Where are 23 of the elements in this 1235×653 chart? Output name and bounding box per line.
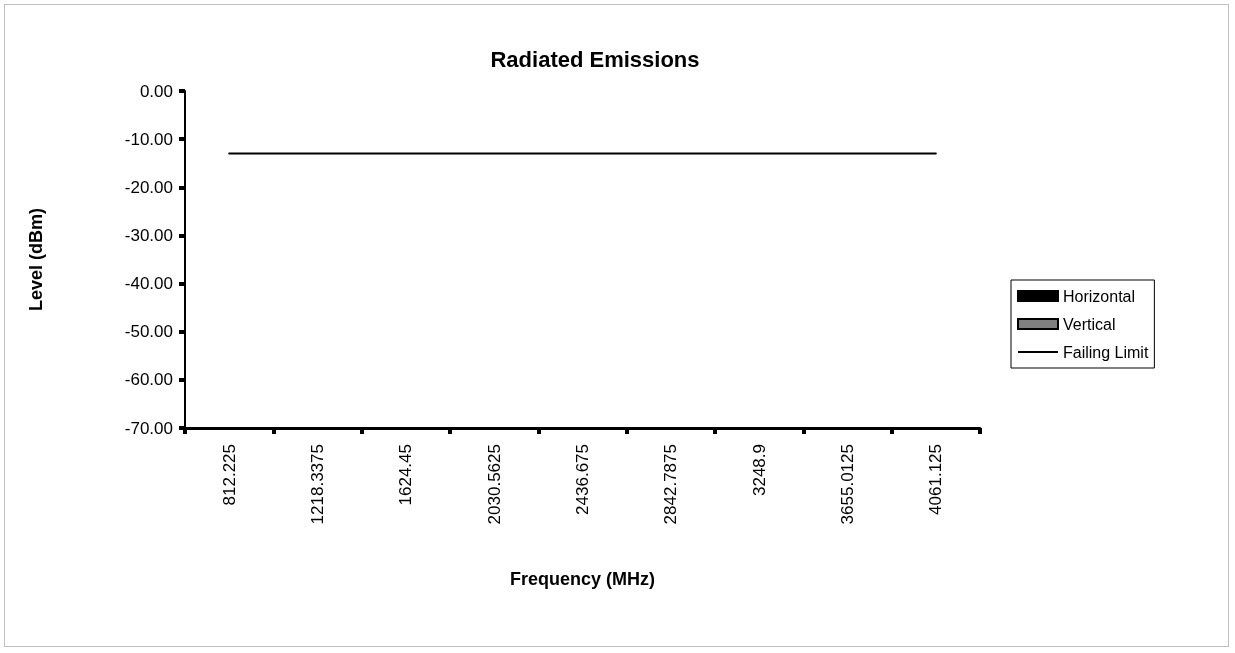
y-tick-label: -10.00 bbox=[124, 129, 173, 149]
y-axis-title: Level (dBm) bbox=[26, 207, 46, 312]
legend-label: Failing Limit bbox=[1063, 343, 1149, 361]
x-tick-label: 3655.0125 bbox=[838, 444, 857, 525]
legend-label: Horizontal bbox=[1063, 287, 1136, 305]
y-tick-label: -70.00 bbox=[124, 418, 173, 438]
x-tick-label: 2030.5625 bbox=[484, 444, 504, 525]
x-tick-label: 4061.125 bbox=[926, 444, 946, 515]
y-tick-label: -40.00 bbox=[124, 274, 173, 294]
chart-title: Radiated Emissions bbox=[490, 46, 700, 72]
x-tick-label: 1624.45 bbox=[396, 444, 416, 506]
x-tick-label: 2842.7875 bbox=[661, 444, 681, 525]
x-tick-label: 2436.675 bbox=[573, 444, 592, 515]
y-tick-label: 0.00 bbox=[139, 81, 173, 101]
y-tick-label: -30.00 bbox=[124, 225, 173, 245]
x-tick-label: 3248.9 bbox=[749, 444, 769, 496]
y-tick-label: -50.00 bbox=[124, 322, 173, 342]
x-tick-label: 1218.3375 bbox=[308, 444, 327, 525]
y-tick-label: -20.00 bbox=[124, 177, 173, 197]
y-tick-label: -60.00 bbox=[124, 370, 173, 390]
x-tick-label: 812.225 bbox=[219, 444, 239, 506]
legend-label: Vertical bbox=[1063, 315, 1116, 333]
x-axis-title: Frequency (MHz) bbox=[509, 569, 656, 589]
